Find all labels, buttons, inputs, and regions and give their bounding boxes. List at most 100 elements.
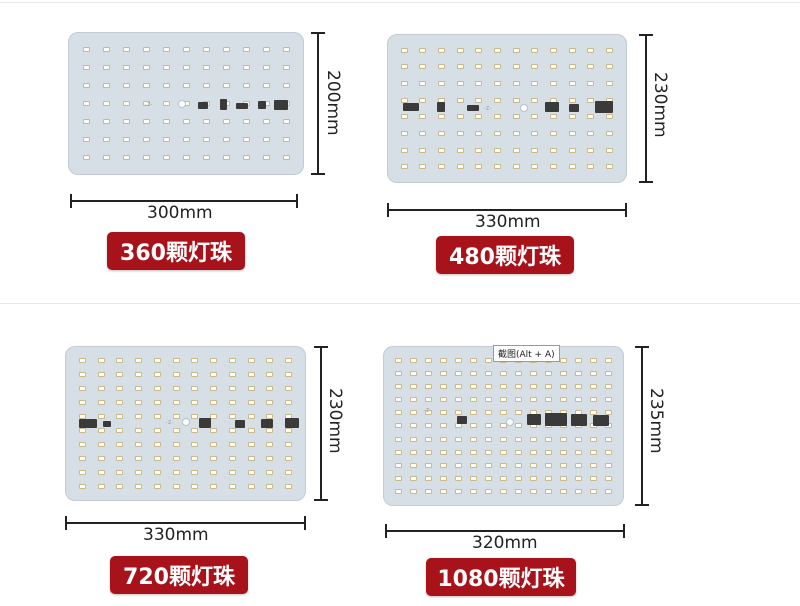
- led-chip: [451, 158, 470, 175]
- led-chip: [136, 76, 156, 94]
- led-chip: [563, 142, 582, 159]
- led-chip: [176, 113, 196, 131]
- led-chip: [414, 59, 433, 76]
- led-chip: [156, 58, 176, 76]
- led-chip: [73, 479, 92, 493]
- led-chip: [96, 40, 116, 58]
- led-chip: [148, 423, 167, 437]
- led-chip: [432, 142, 451, 159]
- led-chip: [167, 382, 186, 396]
- led-chip: [223, 451, 242, 465]
- led-chip: [496, 419, 511, 432]
- led-chip: [586, 446, 601, 459]
- led-chip: [526, 485, 541, 498]
- led-chip: [156, 149, 176, 167]
- led-chip: [556, 433, 571, 446]
- led-chip: [526, 393, 541, 406]
- led-chip: [167, 437, 186, 451]
- led-chip: [414, 109, 433, 126]
- led-chip: [111, 368, 130, 382]
- led-chip: [600, 142, 619, 159]
- led-chip: [167, 451, 186, 465]
- led-chip: [421, 419, 436, 432]
- led-chip: [526, 158, 545, 175]
- led-chip: [571, 380, 586, 393]
- led-chip: [256, 40, 276, 58]
- led-chip: [73, 368, 92, 382]
- led-chip: [395, 158, 414, 175]
- led-chip: [571, 433, 586, 446]
- led-chip: [563, 42, 582, 59]
- led-chip: [111, 423, 130, 437]
- led-chip: [436, 367, 451, 380]
- led-chip: [391, 446, 406, 459]
- led-chip: [544, 142, 563, 159]
- pcb-silkscreen: -Z-: [165, 420, 175, 426]
- led-chip: [279, 382, 298, 396]
- led-chip: [451, 367, 466, 380]
- led-chip: [176, 58, 196, 76]
- led-chip: [507, 42, 526, 59]
- led-chip: [279, 465, 298, 479]
- mounting-hole: [182, 418, 190, 426]
- led-chip: [223, 479, 242, 493]
- led-chip: [582, 42, 601, 59]
- led-chip: [466, 406, 481, 419]
- led-chip: [186, 423, 205, 437]
- led-chip: [136, 113, 156, 131]
- led-chip: [421, 446, 436, 459]
- led-chip: [507, 142, 526, 159]
- led-chip: [563, 158, 582, 175]
- led-chip: [242, 396, 261, 410]
- led-chip: [432, 158, 451, 175]
- led-chip: [196, 76, 216, 94]
- led-chip: [156, 40, 176, 58]
- led-chip: [261, 410, 280, 424]
- led-chip: [556, 393, 571, 406]
- led-chip: [526, 125, 545, 142]
- led-chip: [167, 396, 186, 410]
- led-board: -Z-: [65, 346, 306, 501]
- led-chip: [216, 58, 236, 76]
- led-chip: [242, 465, 261, 479]
- led-chip: [541, 380, 556, 393]
- led-chip: [111, 437, 130, 451]
- led-chip: [256, 113, 276, 131]
- led-chip: [488, 42, 507, 59]
- led-chip: [279, 354, 298, 368]
- led-chip: [586, 472, 601, 485]
- led-chip: [436, 472, 451, 485]
- led-chip: [73, 423, 92, 437]
- led-chip: [129, 410, 148, 424]
- led-chip: [507, 158, 526, 175]
- led-chip: [432, 125, 451, 142]
- led-chip: [256, 149, 276, 167]
- led-chip: [481, 433, 496, 446]
- led-chip: [470, 109, 489, 126]
- led-chip: [148, 396, 167, 410]
- led-chip: [276, 40, 296, 58]
- led-chip: [436, 459, 451, 472]
- led-chip: [395, 142, 414, 159]
- led-chip: [526, 380, 541, 393]
- led-chip: [406, 393, 421, 406]
- led-chip: [406, 354, 421, 367]
- led-chip: [116, 58, 136, 76]
- led-chip: [204, 465, 223, 479]
- led-chip: [391, 393, 406, 406]
- led-chip: [111, 410, 130, 424]
- led-chip: [414, 75, 433, 92]
- led-chip: [601, 380, 616, 393]
- led-chip: [601, 485, 616, 498]
- led-chip: [466, 354, 481, 367]
- led-chip: [526, 92, 545, 109]
- led-chip: [129, 396, 148, 410]
- led-chip: [511, 446, 526, 459]
- led-chip: [451, 42, 470, 59]
- led-chip: [92, 354, 111, 368]
- led-chip: [242, 437, 261, 451]
- led-chip: [116, 149, 136, 167]
- led-chip: [432, 59, 451, 76]
- led-chip: [586, 393, 601, 406]
- led-chip: [129, 423, 148, 437]
